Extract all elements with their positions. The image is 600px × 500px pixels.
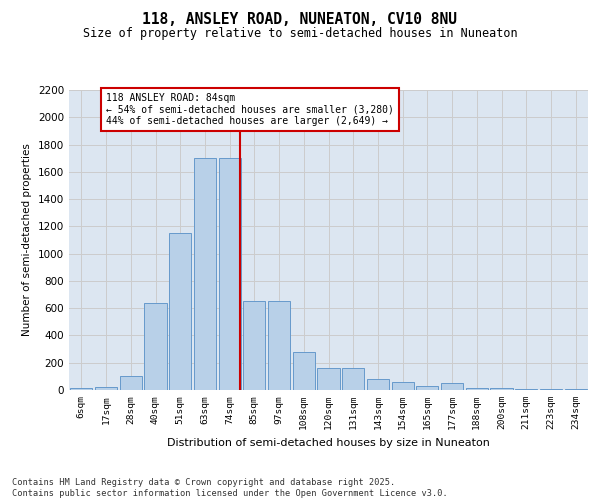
Bar — [317, 368, 340, 390]
Text: Contains HM Land Registry data © Crown copyright and database right 2025.
Contai: Contains HM Land Registry data © Crown c… — [12, 478, 448, 498]
Text: 118 ANSLEY ROAD: 84sqm
← 54% of semi-detached houses are smaller (3,280)
44% of : 118 ANSLEY ROAD: 84sqm ← 54% of semi-det… — [106, 92, 394, 126]
Bar — [145, 302, 167, 390]
Bar — [490, 388, 512, 390]
Bar — [268, 302, 290, 390]
Bar — [342, 368, 364, 390]
Bar — [218, 158, 241, 390]
Bar — [441, 383, 463, 390]
Bar — [95, 388, 117, 390]
Bar — [367, 379, 389, 390]
Text: 118, ANSLEY ROAD, NUNEATON, CV10 8NU: 118, ANSLEY ROAD, NUNEATON, CV10 8NU — [143, 12, 458, 28]
Bar — [194, 158, 216, 390]
Bar — [392, 382, 414, 390]
Bar — [293, 352, 315, 390]
Bar — [243, 302, 265, 390]
Text: Size of property relative to semi-detached houses in Nuneaton: Size of property relative to semi-detach… — [83, 28, 517, 40]
Bar — [70, 388, 92, 390]
Y-axis label: Number of semi-detached properties: Number of semi-detached properties — [22, 144, 32, 336]
Bar — [119, 376, 142, 390]
X-axis label: Distribution of semi-detached houses by size in Nuneaton: Distribution of semi-detached houses by … — [167, 438, 490, 448]
Bar — [466, 388, 488, 390]
Bar — [169, 233, 191, 390]
Bar — [416, 386, 439, 390]
